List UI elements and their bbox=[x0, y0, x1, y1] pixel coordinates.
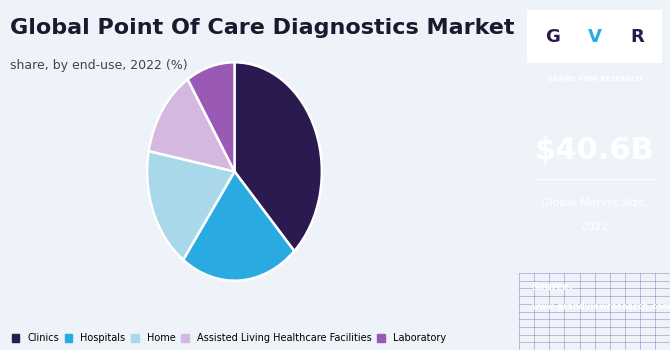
Text: $40.6B: $40.6B bbox=[535, 136, 655, 165]
Text: www.grandviewresearch.com: www.grandviewresearch.com bbox=[531, 302, 670, 311]
Text: R: R bbox=[630, 28, 644, 46]
Text: G: G bbox=[545, 28, 560, 46]
Text: Source:: Source: bbox=[531, 282, 574, 292]
Bar bbox=[527, 10, 663, 63]
Wedge shape bbox=[188, 62, 234, 172]
Wedge shape bbox=[149, 79, 234, 172]
Text: Global Point Of Care Diagnostics Market: Global Point Of Care Diagnostics Market bbox=[10, 18, 515, 37]
Text: GRAND VIEW RESEARCH: GRAND VIEW RESEARCH bbox=[547, 76, 642, 82]
Wedge shape bbox=[183, 172, 294, 281]
Text: share, by end-use, 2022 (%): share, by end-use, 2022 (%) bbox=[10, 60, 188, 72]
Text: Global Market Size,: Global Market Size, bbox=[541, 198, 649, 208]
Wedge shape bbox=[234, 62, 322, 251]
Text: 2022: 2022 bbox=[580, 223, 609, 232]
Text: V: V bbox=[588, 28, 602, 46]
Wedge shape bbox=[147, 151, 234, 260]
Legend: Clinics, Hospitals, Home, Assisted Living Healthcare Facilities, Laboratory: Clinics, Hospitals, Home, Assisted Livin… bbox=[11, 334, 446, 343]
